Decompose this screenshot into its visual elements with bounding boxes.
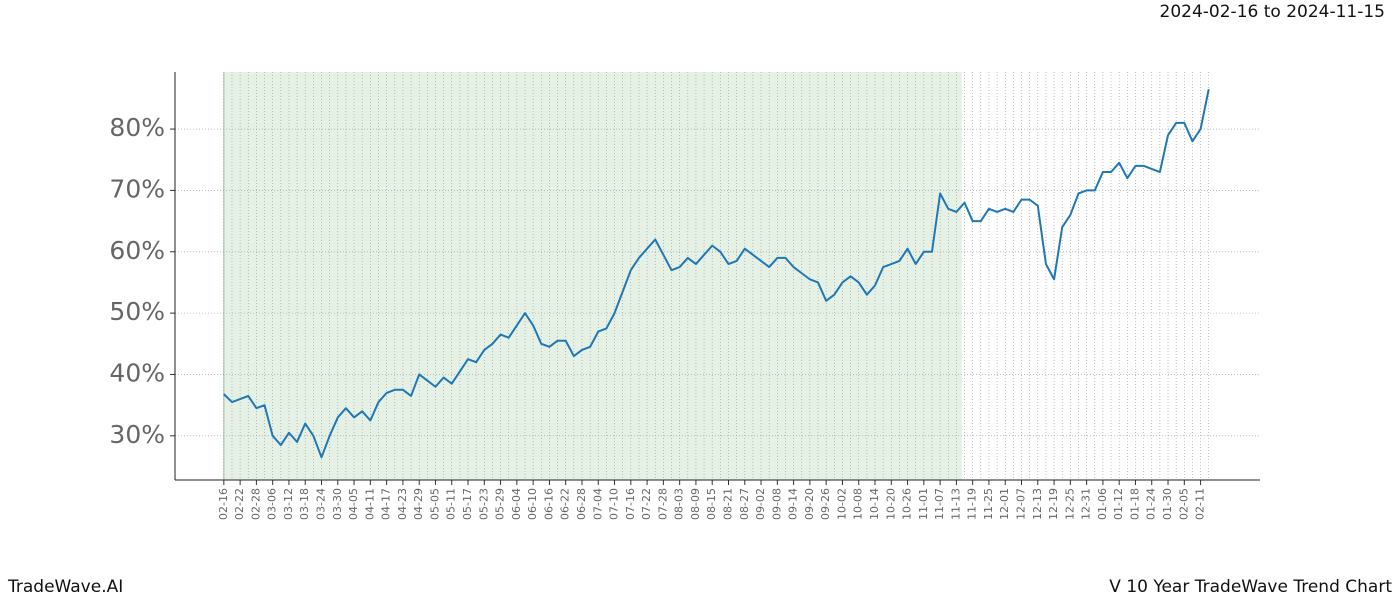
x-tick-label: 05-29: [494, 488, 507, 520]
x-tick-label: 02-11: [1194, 488, 1207, 520]
x-tick-label: 10-14: [868, 488, 881, 520]
x-tick-label: 10-02: [835, 488, 848, 520]
x-tick-label: 04-29: [412, 488, 425, 520]
x-tick-label: 10-20: [884, 488, 897, 520]
x-tick-label: 02-16: [217, 488, 230, 520]
y-tick-label: 60%: [109, 236, 165, 265]
x-tick-label: 06-16: [542, 488, 555, 520]
x-tick-label: 01-24: [1145, 488, 1158, 520]
x-tick-label: 03-18: [298, 488, 311, 520]
x-tick-label: 12-31: [1080, 488, 1093, 520]
x-tick-label: 03-30: [331, 488, 344, 520]
x-tick-label: 12-25: [1063, 488, 1076, 520]
x-tick-label: 09-02: [754, 488, 767, 520]
x-tick-label: 02-22: [233, 488, 246, 520]
x-tick-label: 06-22: [559, 488, 572, 520]
x-tick-label: 12-01: [998, 488, 1011, 520]
footer-title: V 10 Year TradeWave Trend Chart: [1109, 577, 1392, 597]
x-tick-label: 03-24: [315, 488, 328, 520]
x-tick-label: 06-28: [575, 488, 588, 520]
x-tick-label: 11-07: [933, 488, 946, 520]
x-tick-label: 04-17: [380, 488, 393, 520]
y-tick-label: 70%: [109, 174, 165, 203]
trend-line: [223, 88, 1210, 459]
brand: TradeWave.AI: [7, 577, 123, 597]
x-tick-label: 05-17: [461, 488, 474, 520]
x-tick-label: 08-15: [705, 488, 718, 520]
y-tick-label: 30%: [109, 420, 165, 449]
x-tick-label: 07-04: [591, 488, 604, 520]
x-tick-label: 01-30: [1161, 488, 1174, 520]
x-tick-label: 11-13: [949, 488, 962, 520]
x-tick-label: 04-11: [363, 488, 376, 520]
x-tick-label: 10-26: [901, 488, 914, 520]
x-tick-label: 05-23: [477, 488, 490, 520]
x-tick-label: 02-05: [1177, 488, 1190, 520]
y-tick-label: 40%: [109, 358, 165, 387]
x-tick-label: 05-11: [445, 488, 458, 520]
x-tick-label: 09-26: [819, 488, 832, 520]
x-tick-label: 08-21: [721, 488, 734, 520]
x-tick-label: 06-04: [510, 488, 523, 520]
x-tick-label: 04-23: [396, 488, 409, 520]
x-tick-label: 06-10: [526, 488, 539, 520]
x-tick-label: 11-01: [917, 488, 930, 520]
x-tick-label: 08-09: [689, 488, 702, 520]
x-tick-label: 07-16: [624, 488, 637, 520]
y-tick-label: 50%: [109, 297, 165, 326]
x-tick-label: 07-10: [608, 488, 621, 520]
x-tick-label: 01-12: [1112, 488, 1125, 520]
x-tick-label: 09-20: [803, 488, 816, 520]
y-tick-label: 80%: [109, 113, 165, 142]
x-tick-label: 03-06: [266, 488, 279, 520]
x-tick-label: 01-18: [1128, 488, 1141, 520]
x-tick-label: 12-13: [1031, 488, 1044, 520]
x-tick-label: 12-19: [1047, 488, 1060, 520]
date-range: 2024-02-16 to 2024-11-15: [1160, 2, 1385, 22]
x-tick-label: 07-22: [640, 488, 653, 520]
x-tick-label: 07-28: [656, 488, 669, 520]
x-tick-label: 02-28: [249, 488, 262, 520]
x-tick-label: 09-08: [770, 488, 783, 520]
x-tick-label: 11-25: [982, 488, 995, 520]
x-tick-label: 10-08: [852, 488, 865, 520]
x-tick-label: 09-14: [787, 488, 800, 520]
x-tick-label: 08-27: [738, 488, 751, 520]
x-tick-label: 04-05: [347, 488, 360, 520]
x-tick-label: 08-03: [673, 488, 686, 520]
x-tick-label: 01-06: [1096, 488, 1109, 520]
x-tick-label: 03-12: [282, 488, 295, 520]
x-tick-label: 12-07: [1015, 488, 1028, 520]
highlight-region: [223, 72, 962, 480]
x-tick-label: 11-19: [966, 488, 979, 520]
x-tick-label: 05-05: [428, 488, 441, 520]
